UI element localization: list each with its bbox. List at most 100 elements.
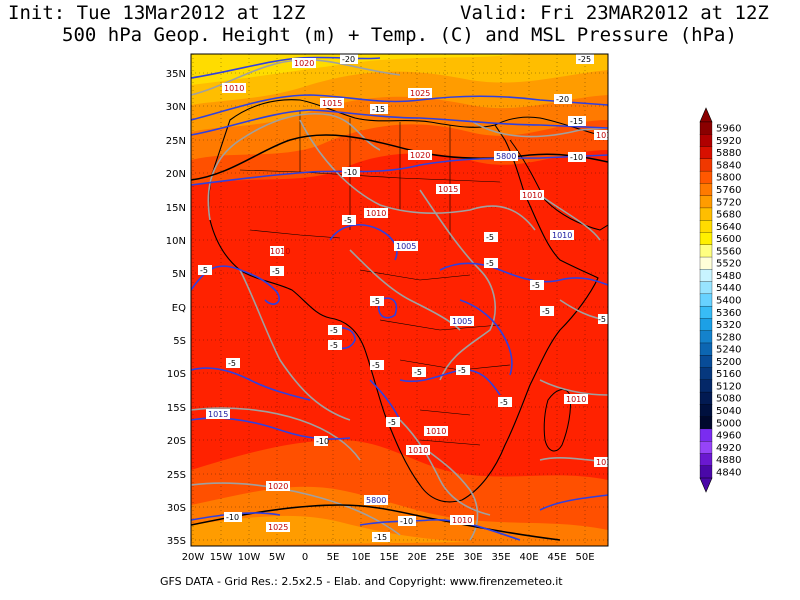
colorbar-label: 4960 <box>716 431 741 442</box>
svg-text:-10: -10 <box>316 437 329 446</box>
colorbar-swatch <box>699 134 713 148</box>
svg-text:35E: 35E <box>491 552 510 563</box>
svg-text:1010: 1010 <box>596 458 616 467</box>
colorbar-bottom-arrow <box>699 477 713 493</box>
svg-text:-5: -5 <box>330 326 338 335</box>
svg-text:1010: 1010 <box>408 446 428 455</box>
height-contours <box>191 134 608 541</box>
svg-text:1020: 1020 <box>294 59 314 68</box>
svg-text:1010: 1010 <box>522 191 542 200</box>
svg-text:1025: 1025 <box>268 523 288 532</box>
svg-text:-25: -25 <box>578 55 591 64</box>
svg-text:1025: 1025 <box>410 89 430 98</box>
colorbar-label: 5240 <box>716 345 741 356</box>
pressure-labels: 1020 1010 1015 1025 1015 1020 1015 1010 … <box>206 58 616 532</box>
svg-text:35S: 35S <box>167 536 186 547</box>
colorbar-label: 5680 <box>716 210 741 221</box>
svg-text:-10: -10 <box>570 153 583 162</box>
latitude-axis: 35N 30N 25N 20N 15N 10N 5N EQ 5S 10S 15S… <box>166 69 186 547</box>
svg-text:25S: 25S <box>167 470 186 481</box>
colorbar-label: 5640 <box>716 222 741 233</box>
svg-text:-10: -10 <box>226 513 239 522</box>
colorbar-swatch <box>699 293 713 307</box>
svg-text:20N: 20N <box>166 169 186 180</box>
colorbar-label: 5280 <box>716 332 741 343</box>
svg-text:1015: 1015 <box>322 99 342 108</box>
colorbar-label: 5840 <box>716 160 741 171</box>
colorbar-swatch <box>699 121 713 135</box>
colorbar-swatch <box>699 367 713 381</box>
svg-text:5S: 5S <box>173 336 186 347</box>
svg-text:-5: -5 <box>344 216 352 225</box>
svg-text:1005: 1005 <box>452 317 472 326</box>
colorbar-label: 5360 <box>716 308 741 319</box>
svg-text:-5: -5 <box>458 366 466 375</box>
colorbar-label: 5520 <box>716 259 741 270</box>
svg-text:1015: 1015 <box>596 131 616 140</box>
svg-text:1010: 1010 <box>566 395 586 404</box>
svg-text:30E: 30E <box>463 552 482 563</box>
svg-text:15W: 15W <box>210 552 233 563</box>
svg-text:20W: 20W <box>182 552 205 563</box>
colorbar-label: 5720 <box>716 197 741 208</box>
colorbar-label: 5400 <box>716 296 741 307</box>
svg-text:-15: -15 <box>570 117 583 126</box>
svg-text:-5: -5 <box>388 418 396 427</box>
svg-text:10E: 10E <box>351 552 370 563</box>
svg-text:5W: 5W <box>269 552 285 563</box>
svg-text:1015: 1015 <box>208 410 228 419</box>
colorbar-swatch <box>699 207 713 221</box>
map-frame <box>190 53 609 547</box>
svg-text:1010: 1010 <box>224 84 244 93</box>
colorbar-swatch <box>699 183 713 197</box>
colorbar-swatch <box>699 158 713 172</box>
colorbar-label: 5560 <box>716 246 741 257</box>
svg-text:-5: -5 <box>228 359 236 368</box>
svg-text:-5: -5 <box>486 259 494 268</box>
colorbar-label: 5880 <box>716 148 741 159</box>
height-band-south-5640 <box>191 515 470 546</box>
map-area: 1020 1010 1015 1025 1015 1020 1015 1010 … <box>191 54 616 546</box>
colorbar-swatch <box>699 428 713 442</box>
colorbar-swatch <box>699 404 713 418</box>
svg-text:15S: 15S <box>167 403 186 414</box>
colorbar-swatch <box>699 195 713 209</box>
colorbar-label: 5920 <box>716 136 741 147</box>
colorbar-label: 5760 <box>716 185 741 196</box>
temperature-labels: -20 -25 -20 -15 -15 -10 -10 -5 -5 -5 -5 … <box>198 54 608 542</box>
svg-text:0: 0 <box>302 552 308 563</box>
valid-time-label: Valid: Fri 23MAR2012 at 12Z <box>460 2 769 24</box>
colorbar-swatch <box>699 220 713 233</box>
colorbar-top-arrow <box>699 107 713 123</box>
svg-text:-5: -5 <box>414 368 422 377</box>
colorbar-label: 5600 <box>716 234 741 245</box>
colorbar-swatch <box>699 305 713 319</box>
svg-text:-5: -5 <box>272 267 280 276</box>
svg-text:35N: 35N <box>166 69 186 80</box>
colorbar-swatch <box>699 391 713 405</box>
svg-text:1015: 1015 <box>438 185 458 194</box>
chart-subtitle: 500 hPa Geop. Height (m) + Temp. (C) and… <box>62 24 737 46</box>
svg-text:-10: -10 <box>344 168 357 177</box>
height-labels: 5800 5800 <box>364 151 518 505</box>
colorbar-swatch <box>699 379 713 393</box>
svg-text:50E: 50E <box>575 552 594 563</box>
colorbar-swatch <box>699 281 713 295</box>
colorbar-swatch <box>699 318 713 332</box>
colorbar-label: 5000 <box>716 418 741 429</box>
svg-text:1020: 1020 <box>410 151 430 160</box>
svg-text:-5: -5 <box>598 315 606 324</box>
colorbar-swatch <box>699 330 713 344</box>
arabia-coastline <box>494 116 608 231</box>
colorbar-label: 5080 <box>716 394 741 405</box>
colorbar-swatch <box>699 256 713 270</box>
svg-text:5800: 5800 <box>496 152 516 161</box>
svg-text:45E: 45E <box>547 552 566 563</box>
svg-text:30S: 30S <box>167 503 186 514</box>
colorbar-label: 5960 <box>716 124 741 135</box>
svg-text:-15: -15 <box>374 533 387 542</box>
svg-text:1010: 1010 <box>270 247 290 256</box>
svg-text:15N: 15N <box>166 203 186 214</box>
svg-text:-5: -5 <box>372 297 380 306</box>
